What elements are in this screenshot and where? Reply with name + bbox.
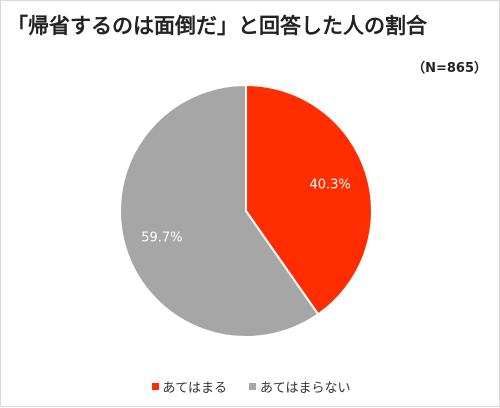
chart-legend: あてはまる あてはまらない (1, 377, 500, 396)
pie-slice-no (119, 83, 320, 338)
legend-swatch-no (249, 383, 256, 390)
legend-item-yes: あてはまる (151, 377, 227, 396)
legend-swatch-yes (151, 383, 159, 390)
legend-label-yes: あてはまる (162, 381, 227, 396)
legend-label-no: あてはまらない (260, 381, 351, 396)
legend-item-no: あてはまらない (249, 377, 350, 396)
sample-size-label: （N=865） (412, 61, 487, 76)
data-label-yes: 40.3% (309, 178, 350, 193)
data-label-no: 59.7% (141, 230, 182, 245)
pie-slice-yes (245, 83, 373, 316)
chart-title: 「帰省するのは面倒だ」と回答した人の割合 (7, 14, 427, 38)
